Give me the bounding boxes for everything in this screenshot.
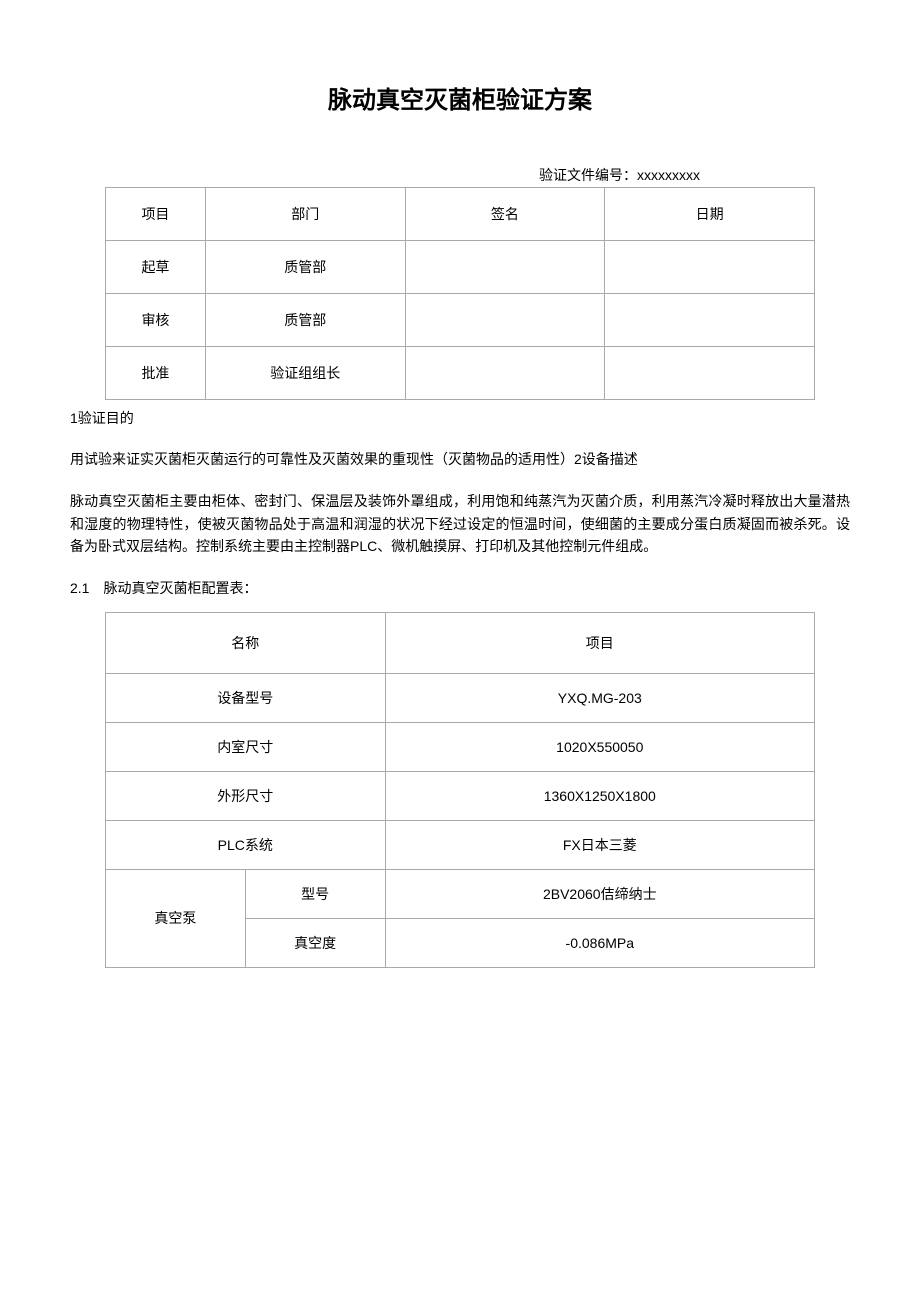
cell-department: 质管部	[205, 294, 405, 347]
document-number: 验证文件编号：xxxxxxxxx	[70, 165, 700, 185]
cell-project: 批准	[106, 347, 206, 400]
cell-label: PLC系统	[106, 820, 386, 869]
cell-sub-label: 型号	[245, 869, 385, 918]
cell-label: 内室尺寸	[106, 722, 386, 771]
cell-label: 外形尺寸	[106, 771, 386, 820]
table-row: PLC系统 FX日本三菱	[106, 820, 815, 869]
cell-value: -0.086MPa	[385, 918, 814, 967]
cell-label: 设备型号	[106, 673, 386, 722]
cell-date	[605, 347, 815, 400]
config-table: 名称 项目 设备型号 YXQ.MG-203 内室尺寸 1020X550050 外…	[105, 612, 815, 968]
cell-signature	[405, 294, 605, 347]
table-row: 审核 质管部	[106, 294, 815, 347]
table-row: 设备型号 YXQ.MG-203	[106, 673, 815, 722]
document-title: 脉动真空灭菌柜验证方案	[70, 80, 850, 115]
table-header-row: 项目 部门 签名 日期	[106, 188, 815, 241]
table-row: 外形尺寸 1360X1250X1800	[106, 771, 815, 820]
approval-table: 项目 部门 签名 日期 起草 质管部 审核 质管部 批准 验证组组长	[105, 187, 815, 400]
table-row: 批准 验证组组长	[106, 347, 815, 400]
cell-value: FX日本三菱	[385, 820, 814, 869]
cell-signature	[405, 241, 605, 294]
cell-group-label: 真空泵	[106, 869, 246, 967]
cell-department: 质管部	[205, 241, 405, 294]
section-1-text: 用试验来证实灭菌柜灭菌运行的可靠性及灭菌效果的重现性（灭菌物品的适用性）2设备描…	[70, 448, 850, 470]
table-row: 真空泵 型号 2BV2060佶缔纳士	[106, 869, 815, 918]
table-row: 内室尺寸 1020X550050	[106, 722, 815, 771]
header-project: 项目	[106, 188, 206, 241]
section-2-text: 脉动真空灭菌柜主要由柜体、密封门、保温层及装饰外罩组成，利用饱和纯蒸汽为灭菌介质…	[70, 490, 850, 557]
cell-department: 验证组组长	[205, 347, 405, 400]
cell-project: 审核	[106, 294, 206, 347]
table-row: 起草 质管部	[106, 241, 815, 294]
header-item: 项目	[385, 612, 814, 673]
cell-value: 1020X550050	[385, 722, 814, 771]
cell-value: YXQ.MG-203	[385, 673, 814, 722]
cell-sub-label: 真空度	[245, 918, 385, 967]
cell-value: 2BV2060佶缔纳士	[385, 869, 814, 918]
header-signature: 签名	[405, 188, 605, 241]
cell-project: 起草	[106, 241, 206, 294]
section-1-heading: 1验证目的	[70, 408, 850, 428]
table-header-row: 名称 项目	[106, 612, 815, 673]
header-department: 部门	[205, 188, 405, 241]
header-name: 名称	[106, 612, 386, 673]
cell-signature	[405, 347, 605, 400]
cell-date	[605, 294, 815, 347]
cell-value: 1360X1250X1800	[385, 771, 814, 820]
cell-date	[605, 241, 815, 294]
header-date: 日期	[605, 188, 815, 241]
section-2-1-heading: 2.1 脉动真空灭菌柜配置表：	[70, 578, 850, 598]
